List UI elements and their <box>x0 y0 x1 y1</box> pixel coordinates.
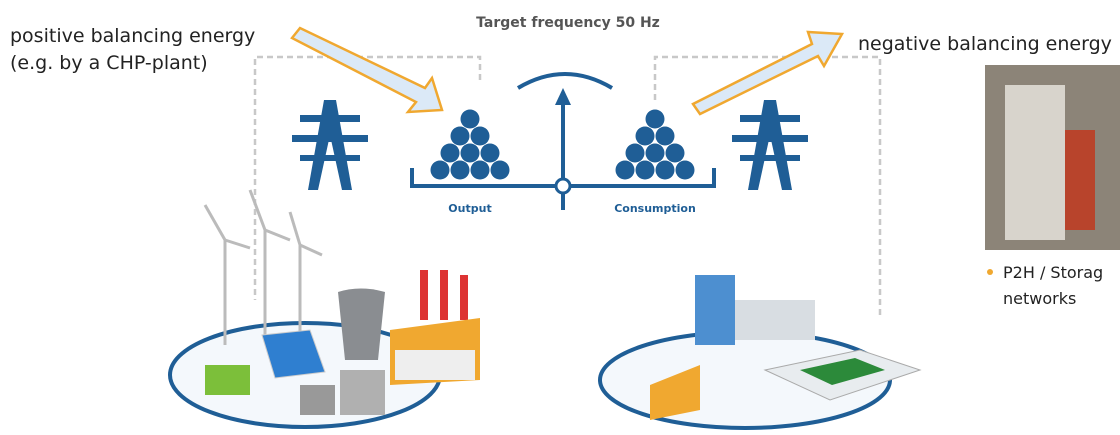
coin <box>636 161 655 180</box>
bullet <box>987 269 993 275</box>
consumption-label: Consumption <box>614 202 696 215</box>
tank <box>300 385 335 415</box>
coin <box>491 161 510 180</box>
shape <box>460 275 468 320</box>
factory <box>390 270 480 385</box>
shape <box>300 115 360 122</box>
needle-tip <box>555 88 571 105</box>
shape <box>748 100 792 190</box>
shape <box>292 135 368 142</box>
inflow-arrow <box>292 28 442 112</box>
flow-line <box>255 57 480 300</box>
shape <box>290 212 300 245</box>
positive-label: positive balancing energy <box>10 25 255 47</box>
pile-icon <box>431 110 510 180</box>
shape <box>300 155 360 161</box>
shape <box>395 350 475 380</box>
shape <box>300 245 322 255</box>
transformer <box>205 365 250 395</box>
photo-unit <box>1065 130 1095 230</box>
side-note: P2H / Storag <box>1003 263 1103 282</box>
side-note: networks <box>1003 289 1076 308</box>
coin <box>461 110 480 129</box>
cooling-tower <box>338 289 385 361</box>
shape <box>732 135 808 142</box>
coin <box>481 144 500 163</box>
coin <box>646 144 665 163</box>
coin <box>441 144 460 163</box>
coin <box>656 127 675 146</box>
office-building <box>735 300 815 340</box>
positive-example: (e.g. by a CHP-plant) <box>10 52 208 74</box>
tower-building <box>695 275 735 345</box>
coin <box>646 110 665 129</box>
shape <box>265 230 290 240</box>
coin <box>676 161 695 180</box>
pylon-icon <box>292 100 368 190</box>
coin <box>616 161 635 180</box>
coin <box>471 161 490 180</box>
coin <box>656 161 675 180</box>
target-label: Target frequency 50 Hz <box>476 15 660 31</box>
shape <box>308 100 352 190</box>
shape <box>225 240 250 248</box>
negative-label: negative balancing energy <box>858 33 1112 55</box>
coin <box>636 127 655 146</box>
photo-tank <box>1005 85 1065 240</box>
coin <box>451 127 470 146</box>
pivot <box>556 179 570 193</box>
diagram: positive balancing energy (e.g. by a CHP… <box>0 0 1120 435</box>
shape <box>420 270 428 320</box>
shape <box>250 190 265 230</box>
coin <box>626 144 645 163</box>
pile-icon <box>616 110 695 180</box>
shape <box>740 115 800 122</box>
coin <box>461 144 480 163</box>
shape <box>205 205 225 240</box>
tank <box>340 370 385 415</box>
coin <box>666 144 685 163</box>
coin <box>451 161 470 180</box>
coin <box>431 161 450 180</box>
coin <box>471 127 490 146</box>
output-label: Output <box>448 202 491 215</box>
shape <box>440 270 448 320</box>
shape <box>740 155 800 161</box>
gauge-arc <box>518 74 612 88</box>
pylon-icon <box>732 100 808 190</box>
